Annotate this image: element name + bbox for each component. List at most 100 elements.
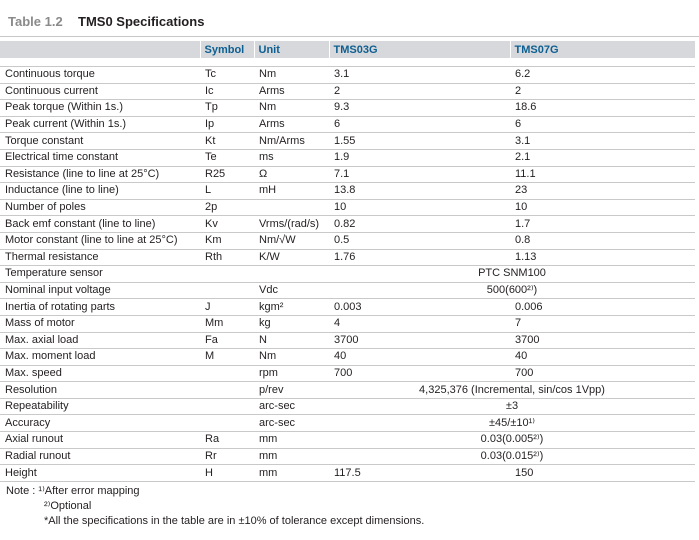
unit-cell: Nm/Arms xyxy=(254,132,329,150)
symbol-cell xyxy=(200,398,254,416)
tms07g-value-cell: 18.6 xyxy=(510,99,695,117)
parameter-cell: Mass of motor xyxy=(0,315,200,333)
tms03g-value-cell: 3700 xyxy=(329,332,510,350)
parameter-cell: Continuous current xyxy=(0,83,200,101)
tms07g-value-cell: 23 xyxy=(510,182,695,200)
table-row: Radial runout Rr mm 0.03(0.015²⁾) xyxy=(0,448,695,466)
tms07g-value-cell: 40 xyxy=(510,348,695,366)
table-row: Repeatability arc-sec ±3 xyxy=(0,398,695,416)
tms07g-value-cell: 3700 xyxy=(510,332,695,350)
merged-value-cell: ±3 xyxy=(329,398,695,416)
unit-cell: arc-sec xyxy=(254,414,329,433)
unit-cell xyxy=(254,199,329,217)
table-row: Accuracy arc-sec ±45/±10¹⁾ xyxy=(0,414,695,433)
tms07g-value-cell: 0.8 xyxy=(510,232,695,250)
tms03g-value-cell: 700 xyxy=(329,365,510,383)
symbol-cell xyxy=(200,282,254,300)
tms03g-value-cell: 3.1 xyxy=(329,66,510,84)
symbol-cell: Mm xyxy=(200,315,254,333)
parameter-cell: Repeatability xyxy=(0,398,200,416)
header-symbol: Symbol xyxy=(199,41,254,58)
tms03g-value-cell: 4 xyxy=(329,315,510,333)
parameter-cell: Thermal resistance xyxy=(0,249,200,267)
parameter-cell: Temperature sensor xyxy=(0,265,200,283)
tms03g-value-cell: 1.55 xyxy=(329,132,510,150)
tms03g-value-cell: 6 xyxy=(329,116,510,134)
tms03g-value-cell: 10 xyxy=(329,199,510,217)
header-parameter xyxy=(0,41,200,58)
header-tms07g: TMS07G xyxy=(509,41,695,58)
unit-cell: Arms xyxy=(254,83,329,101)
symbol-cell: R25 xyxy=(200,166,254,184)
table-body: Continuous torque Tc Nm 3.1 6.2 Continuous cu… xyxy=(0,58,695,482)
merged-value-cell: 500(600²⁾) xyxy=(329,282,695,300)
unit-cell: Nm xyxy=(254,66,329,84)
table-row: Number of poles 2p 10 10 xyxy=(0,199,695,217)
tms07g-value-cell: 0.006 xyxy=(510,298,695,316)
unit-cell: mm xyxy=(254,431,329,449)
unit-cell: p/rev xyxy=(254,381,329,399)
tms03g-value-cell: 40 xyxy=(329,348,510,366)
parameter-cell: Torque constant xyxy=(0,132,200,150)
header-tms03g: TMS03G xyxy=(328,41,510,58)
symbol-cell: J xyxy=(200,298,254,316)
table-row: Electrical time constant Te ms 1.9 2.1 xyxy=(0,149,695,167)
symbol-cell: Kv xyxy=(200,215,254,233)
unit-cell: arc-sec xyxy=(254,398,329,416)
tms07g-value-cell: 2 xyxy=(510,83,695,101)
tms03g-value-cell: 13.8 xyxy=(329,182,510,200)
merged-value-cell: 0.03(0.005²⁾) xyxy=(329,431,695,449)
spacer-row xyxy=(0,58,695,67)
symbol-cell: L xyxy=(200,182,254,200)
symbol-cell: Rth xyxy=(200,249,254,267)
table-row: Continuous torque Tc Nm 3.1 6.2 xyxy=(0,66,695,84)
table-row: Nominal input voltage Vdc 500(600²⁾) xyxy=(0,282,695,300)
symbol-cell: Tc xyxy=(200,66,254,84)
note-line-3: *All the specifications in the table are… xyxy=(44,515,425,527)
symbol-cell xyxy=(200,414,254,433)
symbol-cell: H xyxy=(200,464,254,482)
unit-cell: kg xyxy=(254,315,329,333)
symbol-cell: Ra xyxy=(200,431,254,449)
parameter-cell: Resolution xyxy=(0,381,200,399)
table-row: Thermal resistance Rth K/W 1.76 1.13 xyxy=(0,249,695,267)
parameter-cell: Number of poles xyxy=(0,199,200,217)
symbol-cell: 2p xyxy=(200,199,254,217)
parameter-cell: Peak torque (Within 1s.) xyxy=(0,99,200,117)
table-row: Back emf constant (line to line) Kv Vrms/(… xyxy=(0,215,695,233)
note-line-1: Note : ¹⁾After error mapping xyxy=(6,485,140,497)
unit-cell: mm xyxy=(254,448,329,466)
note-line-2: ²⁾Optional xyxy=(44,500,92,512)
table-row: Temperature sensor PTC SNM100 xyxy=(0,265,695,283)
symbol-cell: Km xyxy=(200,232,254,250)
tms07g-value-cell: 2.1 xyxy=(510,149,695,167)
unit-cell: mm xyxy=(254,464,329,482)
unit-cell: rpm xyxy=(254,365,329,383)
tms07g-value-cell: 6.2 xyxy=(510,66,695,84)
specifications-table: Symbol Unit TMS03G TMS07G Continuous tor… xyxy=(0,41,695,482)
parameter-cell: Resistance (line to line at 25°C) xyxy=(0,166,200,184)
table-title: TMS0 Specifications xyxy=(78,14,205,29)
symbol-cell: Rr xyxy=(200,448,254,466)
table-row: Max. axial load Fa N 3700 3700 xyxy=(0,332,695,350)
symbol-cell: M xyxy=(200,348,254,366)
table-row: Max. moment load M Nm 40 40 xyxy=(0,348,695,366)
symbol-cell: Fa xyxy=(200,332,254,350)
table-header-row: Symbol Unit TMS03G TMS07G xyxy=(0,41,695,58)
tms03g-value-cell: 0.003 xyxy=(329,298,510,316)
symbol-cell xyxy=(200,265,254,283)
table-row: Motor constant (line to line at 25°C) Km N… xyxy=(0,232,695,250)
parameter-cell: Height xyxy=(0,464,200,482)
parameter-cell: Accuracy xyxy=(0,414,200,433)
tms07g-value-cell: 700 xyxy=(510,365,695,383)
parameter-cell: Inductance (line to line) xyxy=(0,182,200,200)
parameter-cell: Electrical time constant xyxy=(0,149,200,167)
unit-cell: K/W xyxy=(254,249,329,267)
unit-cell: Arms xyxy=(254,116,329,134)
tms07g-value-cell: 10 xyxy=(510,199,695,217)
table-row: Peak torque (Within 1s.) Tp Nm 9.3 18.6 xyxy=(0,99,695,117)
table-row: Peak current (Within 1s.) Ip Arms 6 6 xyxy=(0,116,695,134)
